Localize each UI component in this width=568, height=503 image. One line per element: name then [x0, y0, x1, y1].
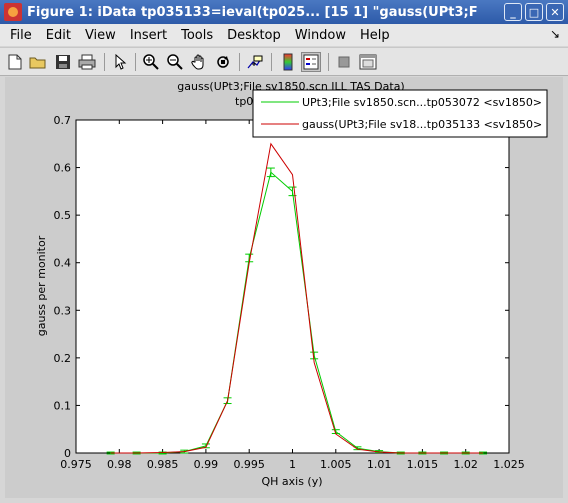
maximize-button[interactable]: □ [525, 3, 543, 21]
hide-plot-tools-icon[interactable] [334, 52, 354, 72]
menu-view[interactable]: View [84, 27, 116, 43]
series-line-2[interactable] [110, 142, 483, 454]
x-tick-label: 0.98 [107, 458, 132, 471]
menu-desktop[interactable]: Desktop [227, 27, 281, 43]
x-tick-label: 0.985 [147, 458, 179, 471]
x-tick-label: 0.995 [233, 458, 265, 471]
menu-insert[interactable]: Insert [129, 27, 168, 43]
legend-label-series-1: UPt3;File sv1850.scn...tp053072 <sv1850> [302, 96, 542, 109]
x-tick-label: 0.975 [60, 458, 92, 471]
y-tick-label: 0.5 [54, 209, 72, 222]
x-tick-label: 1.005 [320, 458, 352, 471]
window-titlebar[interactable]: Figure 1: iData tp035133=ieval(tp025... … [0, 0, 568, 24]
y-tick-label: 0.3 [54, 304, 72, 317]
close-button[interactable]: ✕ [546, 3, 564, 21]
new-icon[interactable] [5, 52, 25, 72]
figure-toolbar [0, 47, 568, 76]
y-tick-label: 0.4 [54, 257, 72, 270]
y-tick-label: 0.2 [54, 352, 72, 365]
x-tick-label: 1.015 [407, 458, 439, 471]
minimize-button[interactable]: _ [504, 3, 522, 21]
x-tick-label: 1.02 [453, 458, 478, 471]
x-tick-label: 1 [289, 458, 296, 471]
y-tick-label: 0.7 [54, 114, 72, 127]
chart-svg[interactable]: gauss(UPt3;File sv1850.scn ILL TAS Data)… [5, 77, 563, 498]
matlab-app-icon [4, 3, 22, 21]
legend-label-series-2: gauss(UPt3;File sv18...tp035133 <sv1850> [302, 118, 542, 131]
menu-edit[interactable]: Edit [45, 27, 71, 43]
x-tick-label: 1.01 [367, 458, 392, 471]
y-tick-label: 0.6 [54, 162, 72, 175]
zoom-in-icon[interactable] [141, 52, 161, 72]
pan-icon[interactable] [189, 52, 209, 72]
colorbar-icon[interactable] [278, 52, 298, 72]
menu-tools[interactable]: Tools [181, 27, 214, 43]
legend-icon[interactable] [301, 52, 321, 72]
pointer-icon[interactable] [110, 52, 130, 72]
save-icon[interactable] [53, 52, 73, 72]
dock-figure-icon[interactable]: ↘ [549, 27, 560, 41]
print-icon[interactable] [77, 52, 97, 72]
rotate-icon[interactable] [213, 52, 233, 72]
y-tick-label: 0 [64, 447, 71, 460]
zoom-out-icon[interactable] [165, 52, 185, 72]
y-tick-label: 0.1 [54, 399, 72, 412]
menu-window[interactable]: Window [294, 27, 347, 43]
x-axis-label: QH axis (y) [261, 475, 322, 488]
open-icon[interactable] [28, 52, 48, 72]
chart-subtitle: tp0 [235, 95, 253, 108]
x-tick-label: 0.99 [194, 458, 219, 471]
legend-box [252, 89, 548, 138]
data-cursor-icon[interactable] [245, 52, 265, 72]
y-axis-label: gauss per monitor [35, 235, 48, 336]
chart-legend[interactable]: UPt3;File sv1850.scn...tp053072 <sv1850>… [252, 89, 548, 138]
window-title: Figure 1: iData tp035133=ieval(tp025... … [27, 4, 478, 20]
plot-area[interactable] [75, 119, 510, 454]
menu-help[interactable]: Help [360, 27, 390, 43]
x-tick-label: 1.025 [493, 458, 525, 471]
menubar: File Edit View Insert Tools Desktop Wind… [0, 24, 568, 46]
show-plot-tools-icon[interactable] [358, 52, 378, 72]
figure-canvas: gauss(UPt3;File sv1850.scn ILL TAS Data)… [5, 77, 563, 498]
menu-file[interactable]: File [10, 27, 32, 43]
